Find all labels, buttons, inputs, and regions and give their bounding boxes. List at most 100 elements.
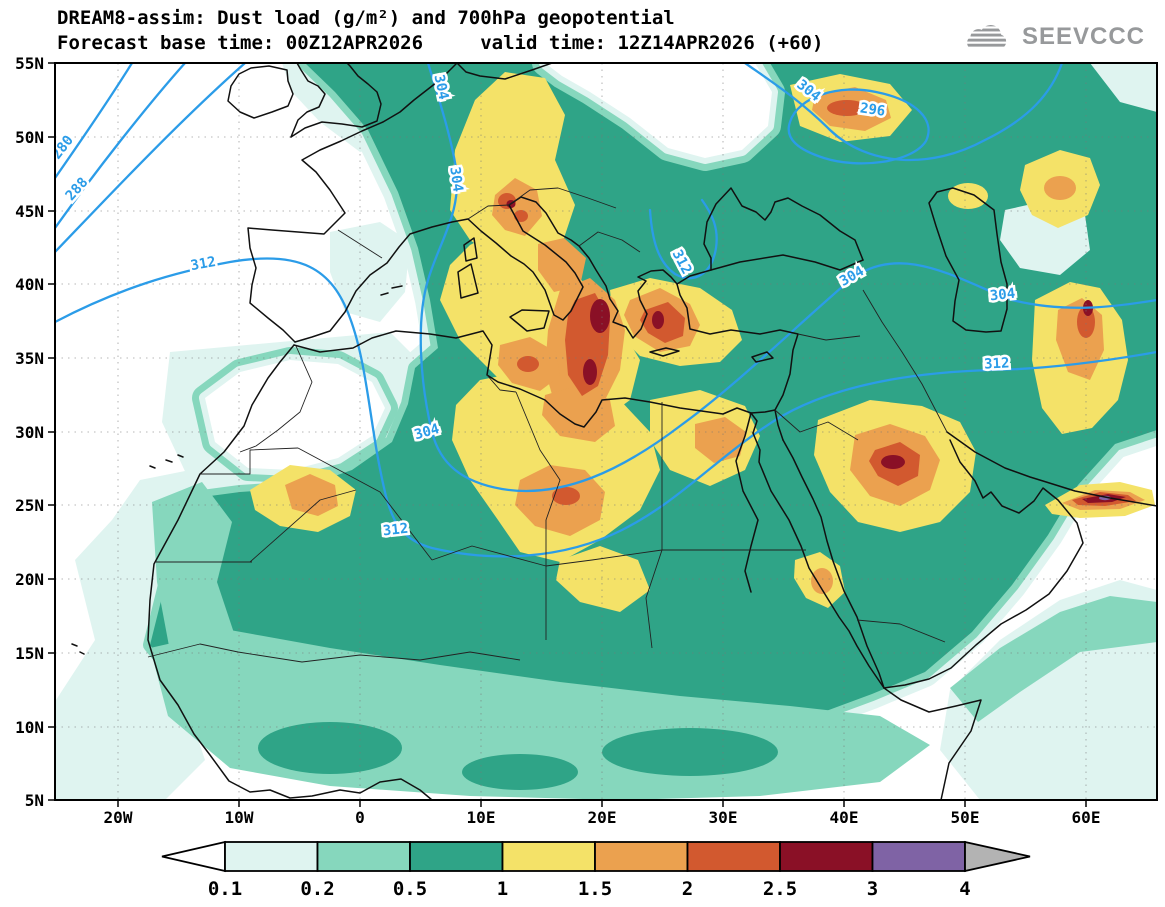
- coastline: [752, 432, 982, 800]
- dust-region: [517, 356, 539, 372]
- dust-region: [462, 754, 578, 790]
- seevccc-logo-text: SEEVCCC: [1021, 23, 1145, 50]
- colorbar-tick-label: 1: [497, 878, 508, 900]
- country-border: [645, 549, 663, 649]
- chart-header: DREAM8-assim: Dust load (g/m²) and 700hP…: [57, 6, 823, 56]
- country-border: [515, 391, 561, 566]
- y-tick-label: 10N: [15, 718, 44, 737]
- coastline: [290, 63, 326, 138]
- x-tick-label: 30E: [709, 808, 738, 827]
- country-borders: [147, 187, 948, 663]
- dust-region: [1044, 176, 1076, 200]
- coastline: [735, 412, 759, 593]
- coastline: [883, 439, 1084, 689]
- contour-line: [55, 63, 247, 254]
- colorbar-segment: [594, 841, 689, 872]
- contour-label: 296: [29, 226, 59, 255]
- colorbar-tick-label: 0.2: [300, 878, 334, 900]
- coastline: [294, 196, 678, 343]
- country-border: [467, 204, 510, 220]
- dust-region: [285, 474, 338, 516]
- contour-line: [55, 257, 1157, 558]
- y-tick-label: 45N: [15, 202, 44, 221]
- colorbar-segment: [501, 841, 596, 872]
- y-tick-label: 25N: [15, 496, 44, 515]
- colorbar-tick-label: 2: [682, 878, 693, 900]
- coastline: [380, 285, 403, 296]
- seevccc-logo: SEEVCCC: [959, 20, 1145, 54]
- contour-line: [55, 63, 187, 230]
- dust-region: [827, 100, 867, 116]
- country-border: [856, 619, 946, 643]
- y-tick-label: 5N: [25, 791, 44, 810]
- colorbar-segment: [686, 841, 781, 872]
- colorbar-segment: [316, 841, 411, 872]
- colorbar-tick-label: 1.5: [578, 878, 612, 900]
- country-border: [797, 333, 861, 341]
- coastline: [782, 439, 885, 689]
- y-tick-label: 35N: [15, 349, 44, 368]
- country-border: [337, 229, 383, 259]
- country-border: [200, 447, 299, 475]
- lat-axis-labels: 55N 50N 45N 40N 35N 30N 25N 20N 15N 10N …: [15, 54, 44, 810]
- colorbar: 0.1 0.2 0.5 1 1.5 2 2.5 3 4: [161, 840, 1031, 900]
- lon-axis-labels: 20W 10W 0 10E 20E 30E 40E 50E 60E: [104, 808, 1101, 827]
- coastline: [456, 63, 553, 80]
- x-tick-label: 20W: [104, 808, 133, 827]
- country-border: [545, 549, 663, 567]
- cloud-icon: [967, 25, 1007, 47]
- contour-line: [787, 88, 930, 165]
- x-tick-label: 20E: [588, 808, 617, 827]
- country-border: [862, 289, 948, 433]
- coastline: [247, 63, 458, 343]
- y-tick-label: 50N: [15, 128, 44, 147]
- x-tick-label: 50E: [951, 808, 980, 827]
- contour-line: [743, 63, 1064, 162]
- contour-label: 312: [984, 355, 1010, 372]
- x-tick-label: 60E: [1072, 808, 1101, 827]
- coastline: [649, 347, 680, 357]
- dust-region: [652, 311, 664, 329]
- coastline: [293, 254, 864, 428]
- x-tick-label: 40E: [830, 808, 859, 827]
- contour-line: [55, 63, 134, 180]
- dust-region: [542, 385, 615, 442]
- colorbar-segment: [224, 841, 319, 872]
- y-tick-label: 15N: [15, 644, 44, 663]
- colorbar-arrow-low: [161, 840, 226, 873]
- colorbar-tick-label: 4: [959, 878, 970, 900]
- dust-region: [258, 722, 402, 774]
- coastline: [463, 237, 478, 262]
- x-tick-label: 0: [355, 808, 365, 827]
- dust-region: [492, 178, 542, 236]
- dust-region: [948, 183, 988, 209]
- coastline: [750, 409, 784, 441]
- colorbar-tick-label: 0.5: [393, 878, 427, 900]
- colorbar-segment: [409, 841, 504, 872]
- dust-region: [556, 546, 650, 612]
- coastline: [928, 187, 1008, 333]
- dust-region: [1090, 63, 1157, 112]
- country-border: [486, 374, 517, 393]
- country-border: [578, 231, 641, 253]
- coastline: [509, 309, 550, 332]
- dust-region: [950, 596, 1157, 722]
- country-border: [147, 643, 361, 663]
- contour-label: 304: [989, 286, 1016, 305]
- dust-region: [811, 568, 833, 594]
- y-tick-label: 55N: [15, 54, 44, 73]
- coastline: [946, 431, 1157, 507]
- coastline: [227, 65, 294, 119]
- colorbar-tick-label: 2.5: [763, 878, 797, 900]
- contour-line: [648, 198, 718, 280]
- dust-region: [545, 63, 772, 158]
- dust-region: [538, 238, 586, 292]
- coastlines: [71, 63, 1157, 800]
- axis-ticks: [48, 62, 1087, 807]
- dust-region: [205, 360, 385, 470]
- coastline: [147, 344, 433, 800]
- coastline: [703, 187, 864, 271]
- geopotential-contours: [55, 63, 1157, 558]
- dust-region: [881, 455, 905, 469]
